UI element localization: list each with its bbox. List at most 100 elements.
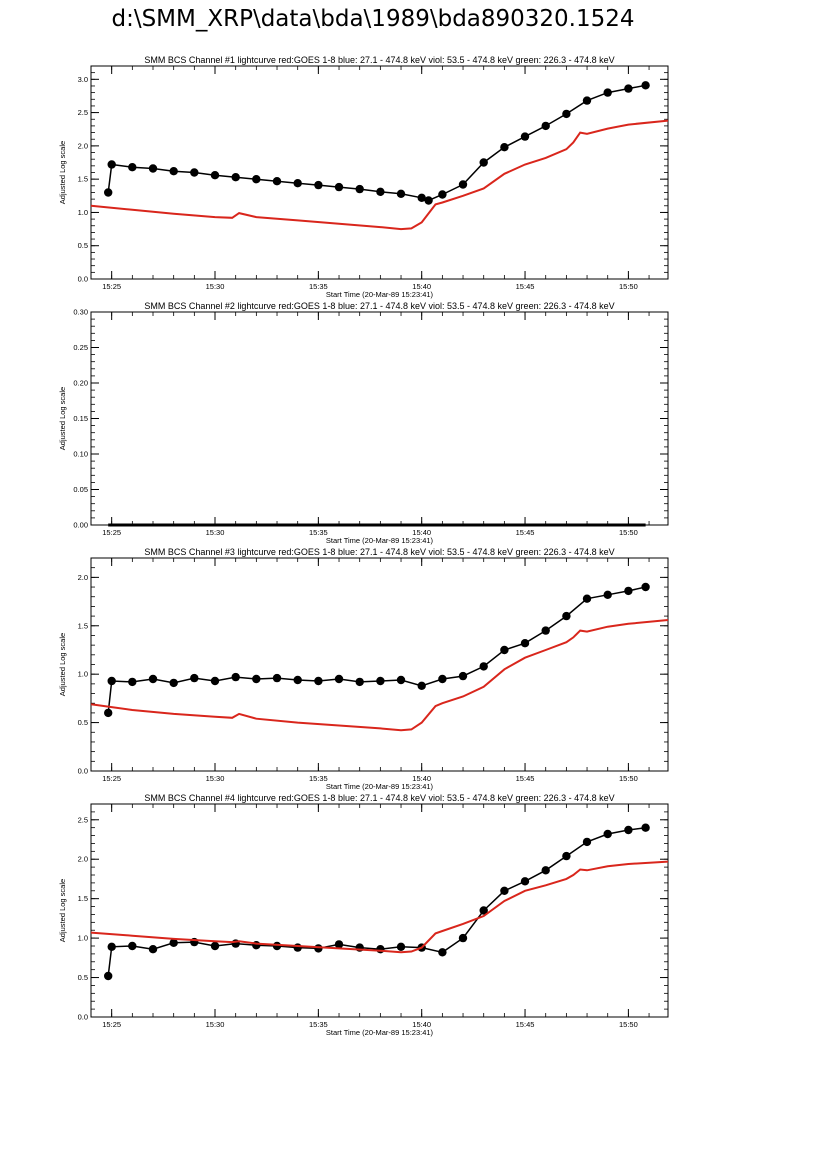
y-tick-label: 0.5 [78, 718, 88, 727]
data-point [541, 866, 550, 875]
data-point [314, 180, 323, 190]
x-tick-label: 15:35 [309, 528, 328, 537]
data-point [479, 662, 488, 671]
y-tick-label: 0.0 [78, 1013, 88, 1022]
data-point [624, 825, 633, 835]
x-axis-label: Start Time (20-Mar-89 15:23:41) [326, 290, 434, 299]
series-line-2 [90, 619, 669, 732]
y-tick-label: 0.05 [73, 485, 88, 494]
x-axis-label: Start Time (20-Mar-89 15:23:41) [326, 536, 434, 545]
chart-title: SMM BCS Channel #2 lightcurve red:GOES 1… [144, 301, 614, 311]
data-point [417, 681, 426, 690]
data-point [458, 180, 468, 189]
data-point [458, 671, 468, 681]
x-tick-label: 15:30 [206, 774, 225, 783]
data-point [624, 84, 633, 93]
data-point [376, 945, 385, 954]
data-point [500, 143, 509, 152]
data-point [458, 933, 468, 943]
y-tick-label: 0.00 [73, 521, 88, 530]
data-point [128, 677, 137, 687]
x-tick-label: 15:30 [206, 528, 225, 537]
data-point [355, 184, 364, 194]
data-point [231, 173, 240, 182]
y-tick-label: 1.0 [78, 670, 88, 679]
data-point [603, 88, 612, 97]
data-point [396, 189, 406, 198]
chart-title: SMM BCS Channel #3 lightcurve red:GOES 1… [144, 547, 614, 557]
y-tick-label: 0.5 [78, 973, 88, 982]
x-tick-label: 15:45 [516, 774, 535, 783]
data-point [417, 193, 426, 202]
series-line-2 [90, 860, 669, 954]
data-point [520, 132, 530, 141]
data-point [231, 672, 240, 682]
data-point [190, 168, 199, 177]
x-tick-label: 15:45 [516, 528, 535, 537]
data-point [128, 941, 137, 951]
data-point [520, 877, 530, 886]
data-point [582, 594, 592, 603]
y-tick-label: 0.0 [78, 275, 88, 284]
data-point [396, 675, 406, 685]
data-point [210, 676, 220, 686]
y-tick-label: 0.10 [73, 450, 88, 459]
data-point [293, 179, 302, 188]
data-point [252, 175, 261, 184]
x-tick-label: 15:40 [412, 282, 431, 291]
data-point [376, 187, 385, 196]
data-point [252, 674, 261, 684]
y-axis-label: Adjusted Log scale [58, 879, 67, 942]
data-point [314, 944, 323, 953]
data-point [603, 590, 612, 599]
y-tick-label: 0.20 [73, 379, 88, 388]
data-point [104, 971, 113, 981]
data-point [479, 158, 488, 167]
x-tick-label: 15:35 [309, 774, 328, 783]
data-point [438, 190, 447, 199]
x-tick-label: 15:45 [516, 282, 535, 291]
data-point [376, 676, 385, 686]
chart-title: SMM BCS Channel #4 lightcurve red:GOES 1… [144, 793, 614, 803]
y-axis-label: Adjusted Log scale [58, 141, 67, 204]
y-tick-label: 1.0 [78, 934, 88, 943]
data-point [104, 188, 113, 197]
y-tick-label: 0.25 [73, 343, 88, 352]
data-point [210, 171, 220, 180]
data-point [641, 81, 650, 90]
x-tick-label: 15:35 [309, 282, 328, 291]
y-tick-label: 1.5 [78, 175, 88, 184]
data-point [624, 586, 633, 596]
page-title: d:\SMM_XRP\data\bda\1989\bda890320.1524 [111, 6, 635, 32]
data-point [541, 626, 550, 635]
data-point [107, 942, 116, 951]
x-tick-label: 15:45 [516, 1020, 535, 1029]
x-tick-label: 15:50 [619, 528, 638, 537]
data-point [334, 940, 344, 949]
y-tick-label: 1.5 [78, 894, 88, 903]
data-point [104, 708, 113, 718]
data-point [582, 96, 592, 105]
y-tick-label: 0.5 [78, 241, 88, 250]
data-point [334, 674, 344, 684]
data-point [148, 674, 158, 684]
data-point [438, 948, 447, 957]
plot-frame [90, 311, 669, 526]
data-point [603, 829, 612, 839]
y-tick-label: 0.15 [73, 414, 88, 423]
data-point [424, 196, 433, 205]
y-tick-label: 0.30 [73, 308, 88, 317]
series-line-2 [90, 119, 669, 231]
x-tick-label: 15:25 [102, 282, 121, 291]
data-point [128, 163, 137, 172]
series-line-1 [107, 84, 646, 202]
data-point [169, 678, 178, 688]
data-point [500, 886, 509, 895]
x-tick-label: 15:25 [102, 528, 121, 537]
data-point [479, 906, 488, 915]
x-axis-label: Start Time (20-Mar-89 15:23:41) [326, 782, 434, 791]
data-point [272, 941, 282, 951]
y-tick-label: 2.0 [78, 141, 88, 150]
data-point [148, 945, 158, 954]
y-tick-label: 2.5 [78, 815, 88, 824]
